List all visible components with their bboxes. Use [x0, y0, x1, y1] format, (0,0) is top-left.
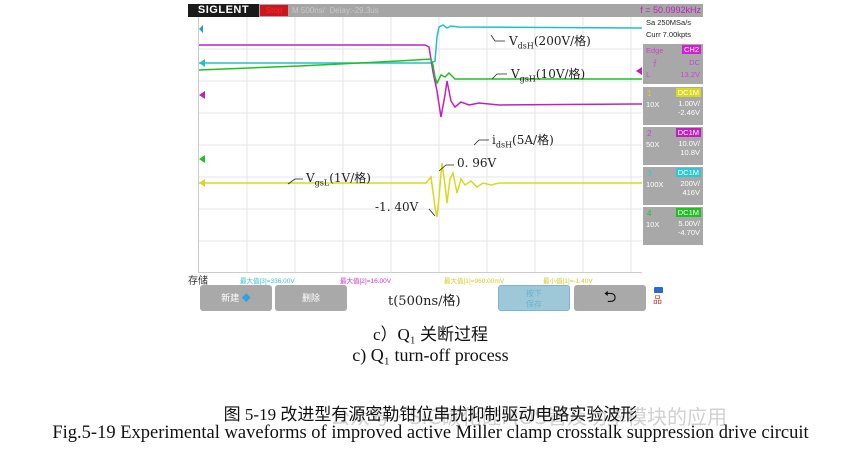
trigger-level: 13.2V: [680, 70, 700, 79]
annotation-vgsh: VgsH(10V/格): [511, 67, 586, 84]
channel-4-panel[interactable]: 4 DC1M 10X 5.00V/-4.70V: [643, 207, 703, 245]
acquisition-info: Sa 250MSa/s Curr 7.00kpts: [643, 17, 703, 43]
figure-caption-cn: 图 5-19 改进型有源密勒钳位串扰抑制驱动电路实验波形: [223, 405, 638, 424]
back-button[interactable]: ⮌: [574, 285, 646, 311]
trigger-coupling: DC: [689, 58, 700, 67]
network-disconnected-icon: 品: [653, 295, 663, 305]
subfigure-caption-cn: c）Q₁ 关断过程: [373, 325, 488, 344]
trigger-panel[interactable]: Edge CH2 ⨍ DC L 13.2V: [643, 44, 703, 84]
scope-bottom-menu: 存储 最大值[3]=336.00V 最大值[2]=16.00V 最大值[1]=9…: [188, 272, 703, 316]
annotation-vgsl: VgsL(1V/格): [306, 171, 371, 188]
waveform-grid: VdsH(200V/格) VgsH(10V/格) idsH(5A/格) VgsL…: [198, 17, 642, 273]
press-save-button[interactable]: 按下 保存: [498, 285, 570, 311]
measurement-ch1-min: 最小值[1]=-1.40V: [543, 278, 593, 285]
scope-status-bar: SIGLENT Stop M 500ns/ Delay:-29.3us f = …: [188, 4, 703, 17]
scope-side-panel: Sa 250MSa/s Curr 7.00kpts Edge CH2 ⨍ DC L…: [643, 17, 703, 272]
store-label: 存储: [188, 276, 208, 287]
trigger-level-label: L: [646, 70, 651, 79]
watermark: 公众号 · SiC碳化硅MOS管及功率模块的应用: [330, 405, 727, 429]
return-arrow-icon: ⮌: [603, 289, 617, 306]
measurement-ch2-max: 最大值[2]=16.00V: [340, 278, 392, 285]
subfigure-caption-en: c) Q₁ turn-off process: [352, 345, 509, 365]
delete-button[interactable]: 删除: [275, 285, 347, 311]
channel-3-panel[interactable]: 3 DC1M 100X 200V/416V: [643, 167, 703, 205]
time-axis-label: t(500ns/格): [388, 294, 461, 309]
oscilloscope-screenshot: SIGLENT Stop M 500ns/ Delay:-29.3us f = …: [188, 4, 703, 316]
figure-caption-en: Fig.5-19 Experimental waveforms of impro…: [52, 423, 809, 443]
waveform-plot: [199, 17, 642, 272]
timebase: M 500ns/: [292, 6, 325, 15]
frequency-readout: f = 50.0992kHz: [640, 5, 701, 15]
measurement-ch3-max: 最大值[3]=336.00V: [240, 278, 295, 285]
measurement-ch1-max: 最大值[1]=960.00mV: [444, 278, 505, 285]
annotation-vdsh: VdsH(200V/格): [509, 34, 591, 51]
annotation-idsh: idsH(5A/格): [492, 133, 554, 150]
trigger-type: Edge: [646, 46, 664, 55]
diamond-icon: ◆: [241, 293, 251, 303]
annotation-valley: -1. 40V: [375, 200, 419, 214]
channel-2-panel[interactable]: 2 DC1M 50X 10.0V/10.8V: [643, 127, 703, 165]
brand-logo: SIGLENT: [188, 4, 259, 17]
rising-edge-icon: ⨍: [653, 58, 657, 67]
channel-1-panel[interactable]: 1 DC1M 10X 1.00V/-2.46V: [643, 87, 703, 125]
annotation-peak: 0. 96V: [457, 156, 497, 170]
trigger-source: CH2: [681, 45, 701, 54]
run-state-badge: Stop: [260, 5, 288, 16]
timebase-delay: M 500ns/ Delay:-29.3us: [292, 4, 379, 17]
new-button[interactable]: 新建 ◆: [200, 285, 272, 311]
delay: Delay:-29.3us: [329, 6, 379, 15]
usb-icon: [654, 287, 663, 293]
usb-network-status: 品: [650, 285, 700, 311]
